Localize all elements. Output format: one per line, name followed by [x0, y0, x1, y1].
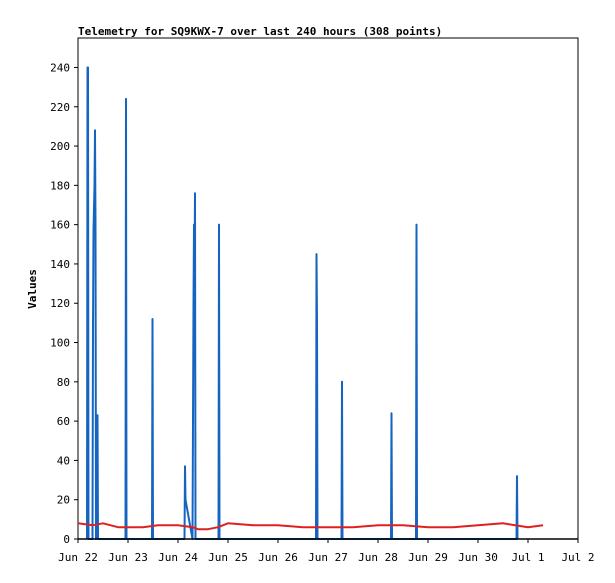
y-axis: 0 20 40 60 80 100 120 140 160 180 200 220 240: [50, 61, 78, 546]
x-tick-label: Jun 26: [258, 551, 298, 564]
x-tick-label: Jun 22: [58, 551, 98, 564]
chart-title: Telemetry for SQ9KWX-7 over last 240 hou…: [78, 25, 442, 38]
y-tick-label: 220: [50, 101, 70, 114]
x-tick-label: Jun 23: [108, 551, 148, 564]
x-tick-label: Jul 2: [561, 551, 594, 564]
series-line-blue: [86, 66, 519, 540]
y-tick-label: 40: [57, 454, 70, 467]
y-tick-label: 120: [50, 297, 70, 310]
x-tick-label: Jun 27: [308, 551, 348, 564]
y-tick-label: 20: [57, 494, 70, 507]
series-line-red: [77, 522, 544, 531]
y-tick-label: 0: [63, 533, 70, 546]
x-tick-label: Jun 29: [408, 551, 448, 564]
x-tick-label: Jun 30: [458, 551, 498, 564]
y-tick-label: 160: [50, 219, 70, 232]
y-tick-label: 80: [57, 376, 70, 389]
y-tick-label: 180: [50, 179, 70, 192]
y-tick-label: 240: [50, 61, 70, 74]
x-axis: Jun 22 Jun 23 Jun 24 Jun 25 Jun 26 Jun 27 Jun …: [58, 539, 595, 564]
x-tick-label: Jul 1: [511, 551, 544, 564]
y-tick-label: 140: [50, 258, 70, 271]
x-tick-label: Jun 28: [358, 551, 398, 564]
x-tick-label: Jun 24: [158, 551, 198, 564]
y-axis-title: Values: [26, 269, 39, 309]
series-layer: [77, 66, 544, 540]
y-tick-label: 200: [50, 140, 70, 153]
y-tick-label: 100: [50, 337, 70, 350]
y-tick-label: 60: [57, 415, 70, 428]
x-tick-label: Jun 25: [208, 551, 248, 564]
